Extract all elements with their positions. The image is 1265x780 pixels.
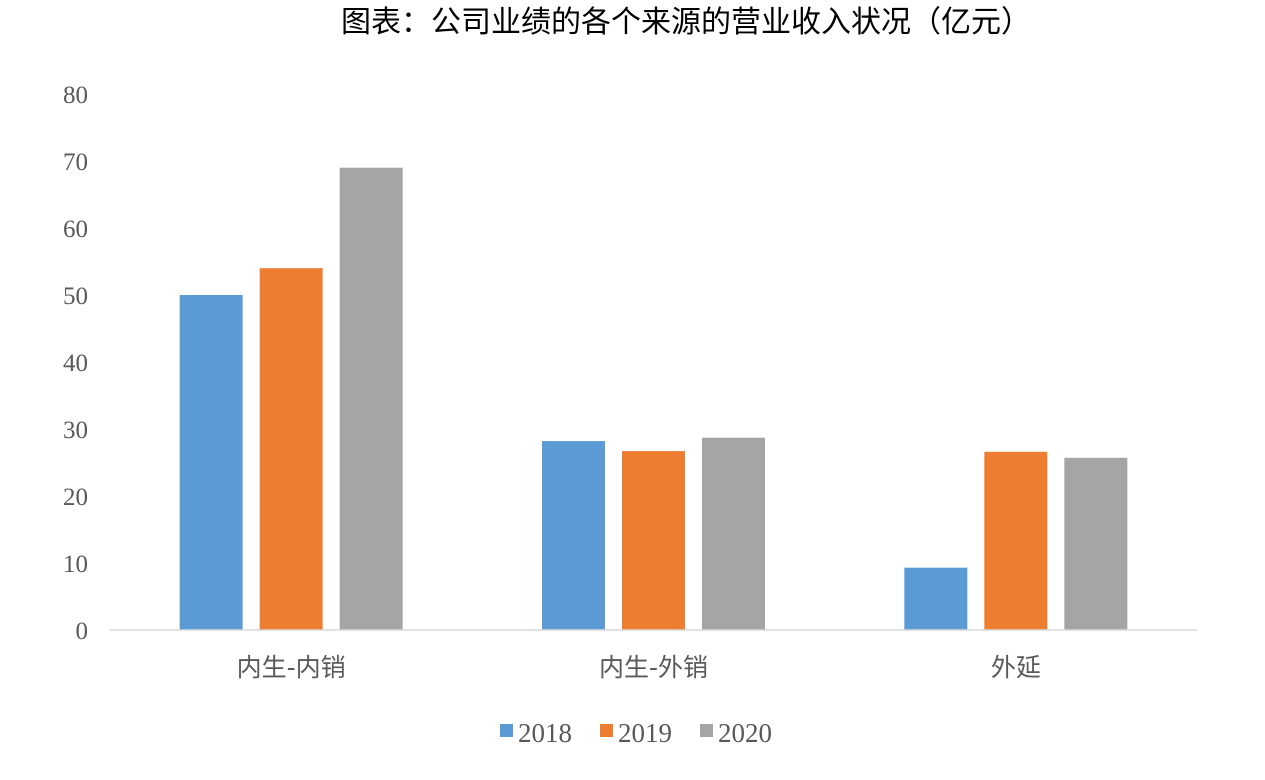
y-tick-label: 50: [63, 283, 88, 310]
y-tick-label: 20: [63, 484, 88, 511]
chart-title: 图表：公司业绩的各个来源的营业收入状况（亿元）: [341, 5, 1031, 40]
y-tick-label: 70: [63, 149, 88, 176]
y-tick-label: 0: [76, 618, 89, 645]
legend-swatch-2020: [700, 724, 713, 737]
x-category-label: 内生-内销: [237, 653, 346, 682]
y-tick-label: 30: [63, 417, 88, 444]
bar-2020-2: [1064, 457, 1128, 630]
bar-2018-1: [542, 441, 605, 630]
bar-2019-0: [259, 268, 323, 630]
y-tick-label: 60: [63, 216, 88, 243]
legend-swatch-2019: [600, 724, 613, 737]
bar-2019-2: [984, 451, 1048, 630]
x-category-label: 外延: [991, 653, 1041, 682]
y-tick-label: 40: [63, 350, 88, 377]
y-tick-label: 80: [63, 82, 88, 109]
bar-2020-0: [339, 167, 403, 630]
bar-2019-1: [622, 451, 685, 630]
bar-2018-2: [904, 567, 968, 630]
y-tick-label: 10: [63, 551, 88, 578]
legend-label: 2019: [618, 718, 672, 748]
legend-swatch-2018: [500, 724, 513, 737]
bar-2020-1: [702, 437, 765, 630]
legend-label: 2020: [718, 718, 772, 748]
bar-2018-0: [179, 295, 243, 630]
x-category-label: 内生-外销: [599, 653, 708, 682]
legend-label: 2018: [518, 718, 572, 748]
